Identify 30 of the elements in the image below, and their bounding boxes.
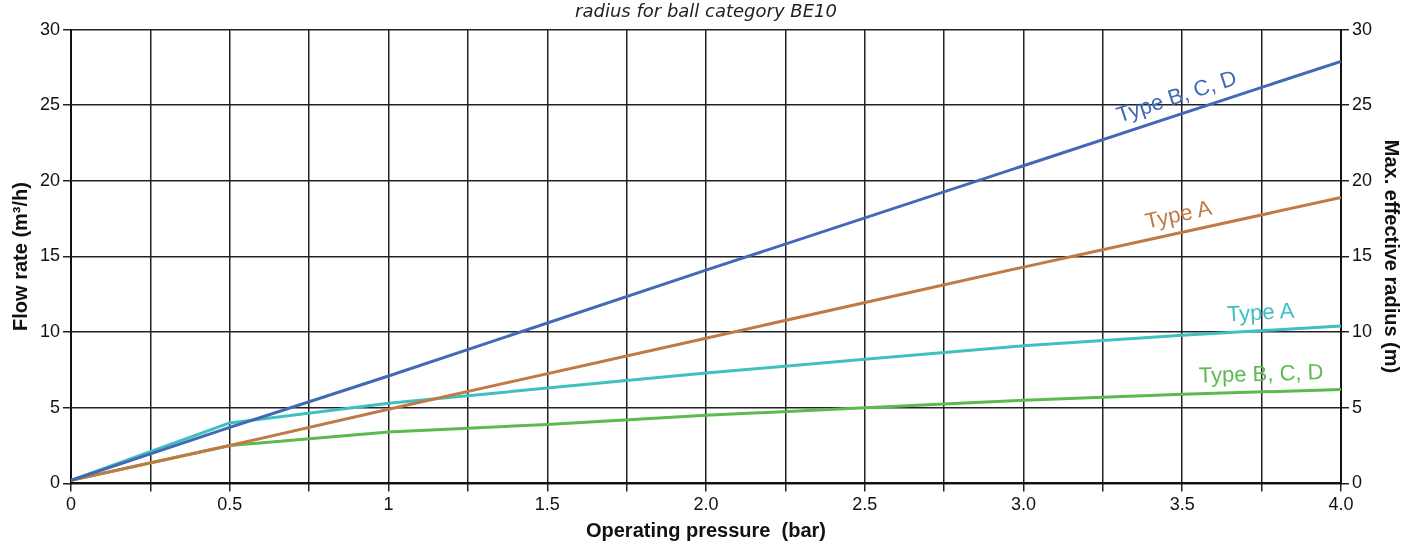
y2-tick-label: 15 [1351, 245, 1373, 266]
x-tick-label: 1.5 [534, 494, 560, 515]
y-tick-label: 10 [39, 321, 61, 342]
series-label: Type A [1226, 297, 1296, 327]
text: Type A [1142, 194, 1215, 234]
x-tick-label: 2.5 [852, 494, 878, 515]
x-tick-label: 2.0 [693, 494, 719, 515]
y-tick-label: 0 [50, 472, 61, 493]
text: Type B, C, D [1113, 64, 1240, 128]
y-tick-label: 15 [39, 245, 61, 266]
chart-title: radius for ball category BE10 [575, 0, 837, 22]
x-axis-title: Operating pressure (bar) [585, 518, 827, 541]
x-tick-label: 3.0 [1010, 494, 1036, 515]
y2-tick-label: 10 [1351, 321, 1373, 342]
x-tick-label: 4.0 [1328, 494, 1354, 515]
y2-tick-label: 5 [1351, 396, 1362, 417]
y-tick-label: 20 [39, 169, 61, 190]
y2-tick-label: 0 [1351, 472, 1362, 493]
x-tick-label: 0.5 [217, 494, 243, 515]
y-tick-label: 25 [39, 94, 61, 115]
y2-tick-label: 30 [1351, 18, 1373, 39]
x-tick-label: 0 [66, 494, 77, 515]
x-tick-label: 3.5 [1169, 494, 1195, 515]
y-tick-label: 5 [50, 396, 61, 417]
y2-tick-label: 25 [1351, 94, 1373, 115]
y-tick-label: 30 [39, 18, 61, 39]
y2-tick-label: 20 [1351, 169, 1373, 190]
y2-axis-title: Max. effective radius (m) [1381, 139, 1404, 374]
x-tick-label: 1 [383, 494, 394, 515]
y-axis-title: Flow rate (m³/h) [8, 182, 31, 331]
